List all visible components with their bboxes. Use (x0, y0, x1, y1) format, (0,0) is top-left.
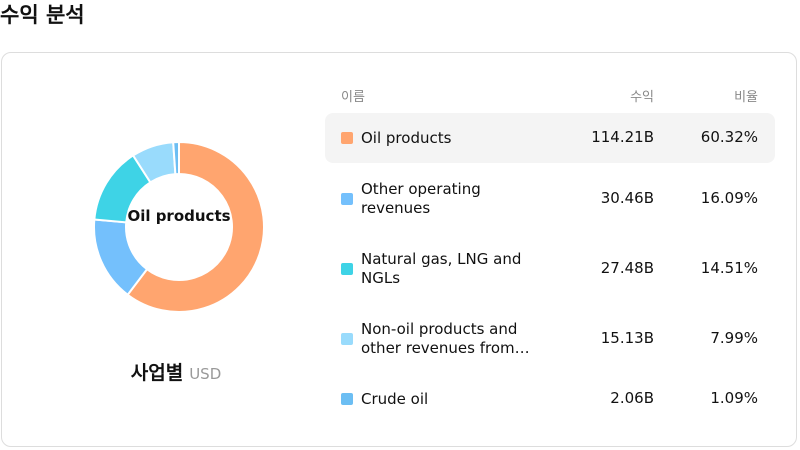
donut-slice (172, 140, 180, 176)
legend-swatch (341, 263, 353, 275)
table-row[interactable]: Natural gas, LNG and NGLs 27.48B 14.51% (325, 244, 775, 294)
center-label: Oil products (127, 207, 231, 225)
subtitle-block: 사업별 USD (0, 358, 352, 385)
unit: USD (189, 365, 222, 383)
row-revenue: 15.13B (600, 329, 654, 347)
row-name: Natural gas, LNG and NGLs (361, 250, 522, 287)
table-row[interactable]: Other operating revenues 30.46B 16.09% (325, 174, 775, 224)
row-percentage: 14.51% (700, 259, 758, 277)
legend-swatch (341, 132, 353, 144)
row-name: Non-oil products and other revenues from… (361, 320, 530, 357)
row-percentage: 16.09% (700, 189, 758, 207)
legend-swatch (341, 393, 353, 405)
row-revenue: 30.46B (600, 189, 654, 207)
column-header: 수익 (630, 90, 654, 105)
row-revenue: 2.06B (610, 389, 654, 407)
row-name: Crude oil (361, 389, 429, 408)
row-percentage: 1.09% (710, 389, 758, 407)
row-percentage: 60.32% (700, 128, 758, 146)
card (1, 52, 797, 447)
column-header: 이름 (341, 90, 365, 105)
table-row[interactable]: Oil products 114.21B 60.32% (325, 113, 775, 163)
donut-slice (126, 140, 265, 313)
legend-swatch (341, 333, 353, 345)
row-revenue: 27.48B (600, 259, 654, 277)
column-header: 비율 (734, 90, 758, 105)
row-name: Other operating revenues (361, 180, 481, 217)
subtitle: 사업별 (130, 362, 184, 384)
table-row[interactable]: Non-oil products and other revenues from… (325, 314, 775, 364)
table-row[interactable]: Crude oil 2.06B 1.09% (325, 374, 775, 424)
row-revenue: 114.21B (591, 128, 654, 146)
row-percentage: 7.99% (710, 329, 758, 347)
row-name: Oil products (361, 128, 452, 147)
legend-swatch (341, 193, 353, 205)
page-title: 수익 분석 (0, 3, 85, 27)
